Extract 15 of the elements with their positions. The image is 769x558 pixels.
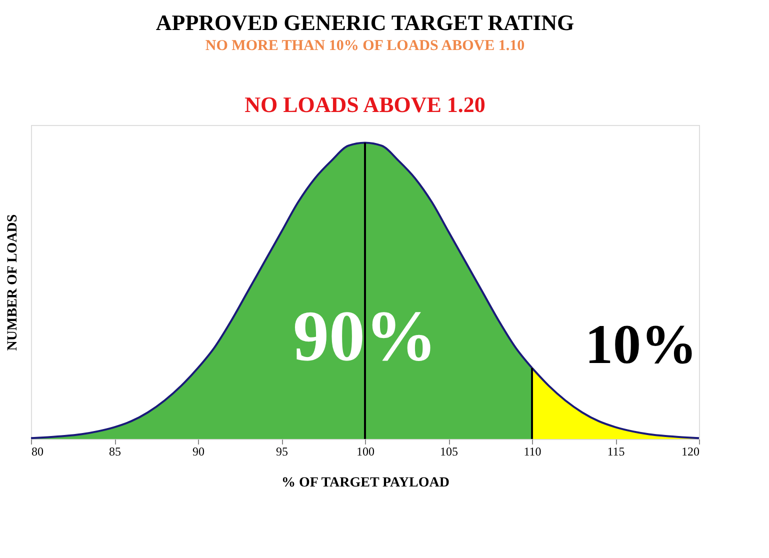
chart-subtitle: NO MORE THAN 10% OF LOADS ABOVE 1.10 bbox=[205, 38, 525, 54]
x-tick-label: 110 bbox=[524, 444, 542, 458]
x-tick-label: 95 bbox=[276, 444, 288, 458]
x-tick-label: 105 bbox=[440, 444, 458, 458]
y-axis-title: NUMBER OF LOADS bbox=[6, 214, 20, 351]
chart-title: APPROVED GENERIC TARGET RATING bbox=[156, 10, 574, 35]
x-tick-label: 115 bbox=[607, 444, 625, 458]
x-axis-title: % OF TARGET PAYLOAD bbox=[282, 476, 450, 490]
text: NO LOADS ABOVE 1.20 bbox=[244, 92, 486, 117]
x-tick-label: 85 bbox=[109, 444, 121, 458]
x-tick-label: 90 bbox=[192, 444, 204, 458]
x-tick-label: 100 bbox=[356, 444, 374, 458]
x-tick-label: 120 bbox=[682, 444, 700, 458]
annotation: 10% bbox=[585, 314, 697, 376]
x-tick-label: 80 bbox=[32, 444, 44, 458]
